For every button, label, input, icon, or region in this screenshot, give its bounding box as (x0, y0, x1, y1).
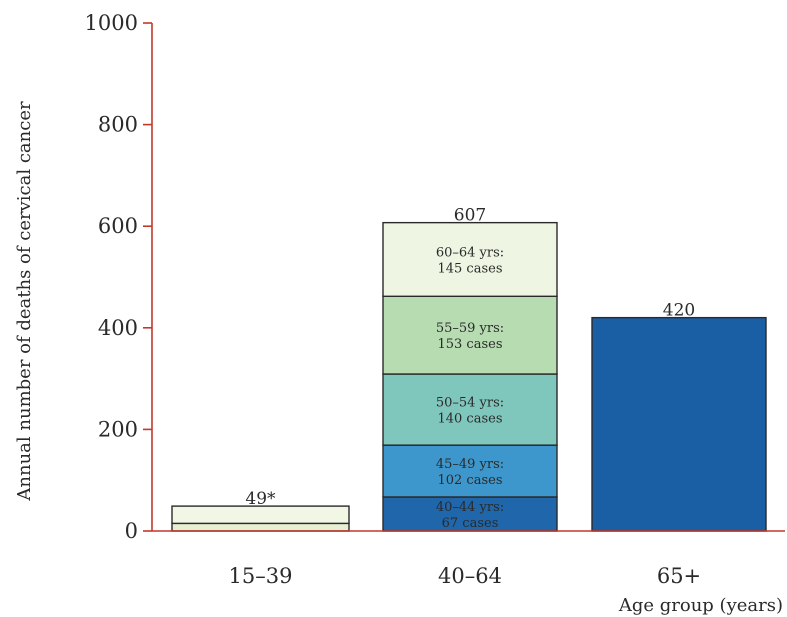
y-axis: 0 200 400 600 800 1000 (85, 11, 153, 543)
bar-segment (382, 295, 558, 375)
bars: 49* 40–44 yrs:67 cases 45–49 yrs:102 cases… (171, 206, 767, 532)
bar-segment (382, 444, 558, 498)
segment-label-cases: 145 cases (437, 261, 502, 276)
bar-total-label: 49* (245, 489, 276, 509)
bar-total-label: 607 (454, 206, 486, 226)
x-axis-title: Age group (years) (618, 595, 783, 616)
segment-label-age: 50–54 yrs: (436, 396, 504, 411)
x-tick-label: 65+ (657, 564, 701, 588)
y-tick-label: 0 (125, 519, 138, 543)
y-axis-title: Annual number of deaths of cervical canc… (14, 101, 35, 502)
x-axis: 15–39 40–64 65+ (152, 530, 785, 588)
y-tick-label: 600 (98, 214, 138, 238)
segment-label-age: 45–49 yrs: (436, 457, 504, 472)
bar-segment (591, 316, 767, 532)
bar-segment (171, 522, 350, 532)
segment-label-age: 55–59 yrs: (436, 321, 504, 336)
y-tick-label: 800 (98, 113, 138, 137)
segment-label-age: 40–44 yrs: (436, 500, 504, 515)
segment-label-cases: 67 cases (442, 516, 499, 531)
x-tick-label: 15–39 (229, 564, 293, 588)
y-tick-label: 1000 (85, 11, 138, 35)
x-tick-label: 40–64 (438, 564, 502, 588)
bar-segment (382, 221, 558, 298)
bar-segment (382, 373, 558, 446)
y-tick-label: 400 (98, 316, 138, 340)
bar-segment (171, 505, 350, 525)
segment-label-cases: 140 cases (437, 412, 502, 427)
segment-label-cases: 153 cases (437, 337, 502, 352)
segment-label-cases: 102 cases (437, 473, 502, 488)
segment-label-age: 60–64 yrs: (436, 245, 504, 260)
bar-total-label: 420 (663, 301, 695, 321)
y-tick-label: 200 (98, 417, 138, 441)
